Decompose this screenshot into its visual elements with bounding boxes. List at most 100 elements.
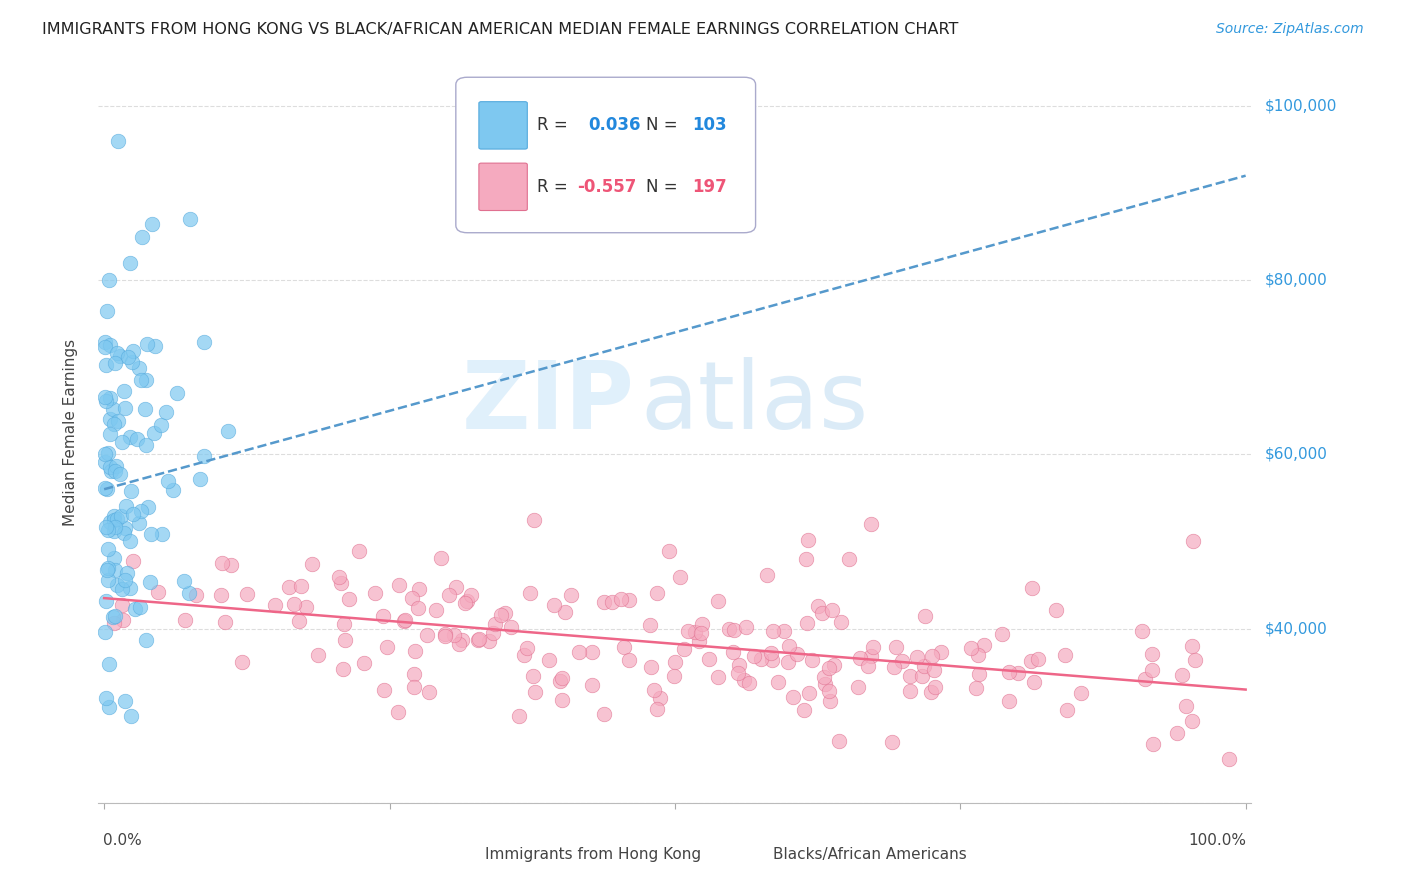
Point [501, 620, 523, 634]
Text: IMMIGRANTS FROM HONG KONG VS BLACK/AFRICAN AMERICAN MEDIAN FEMALE EARNINGS CORRE: IMMIGRANTS FROM HONG KONG VS BLACK/AFRIC… [42, 22, 959, 37]
Point [131, 373, 153, 387]
Point [898, 684, 921, 698]
Point [373, 683, 395, 698]
Point [104, 609, 127, 624]
Point [1070, 686, 1092, 700]
Text: $60,000: $60,000 [1265, 447, 1329, 462]
Point [101, 402, 124, 417]
Point [120, 256, 142, 270]
Point [111, 582, 134, 596]
Point [967, 667, 990, 681]
Point [107, 414, 129, 428]
Point [568, 644, 591, 658]
Point [645, 586, 668, 600]
Point [124, 602, 146, 616]
Point [672, 641, 695, 656]
Point [174, 613, 197, 627]
Point [120, 430, 142, 444]
Point [150, 526, 173, 541]
Point [408, 582, 430, 597]
Point [301, 558, 323, 572]
Point [173, 574, 195, 589]
Point [388, 578, 411, 592]
Point [813, 670, 835, 684]
Point [333, 632, 356, 647]
Point [522, 668, 544, 682]
Point [377, 640, 399, 654]
Point [735, 620, 758, 634]
Point [125, 432, 148, 446]
Point [97, 542, 120, 557]
Point [810, 606, 832, 620]
Point [121, 355, 143, 369]
Point [219, 558, 242, 572]
Point [307, 648, 329, 663]
Point [973, 638, 995, 652]
Point [112, 384, 135, 398]
Point [898, 669, 921, 683]
Point [166, 385, 188, 400]
Point [134, 401, 156, 416]
Point [104, 563, 127, 577]
Point [188, 471, 211, 485]
Point [103, 551, 125, 566]
Point [669, 569, 692, 583]
Point [131, 504, 153, 518]
Point [645, 701, 668, 715]
Point [446, 580, 468, 594]
Point [295, 600, 318, 615]
Point [762, 624, 785, 639]
Point [115, 499, 138, 513]
Point [690, 616, 713, 631]
Point [593, 595, 616, 609]
Point [94, 691, 117, 706]
Point [538, 652, 561, 666]
Point [122, 554, 145, 568]
Point [800, 653, 823, 667]
Point [97, 573, 120, 587]
Point [717, 622, 740, 636]
Point [103, 615, 125, 630]
Point [723, 623, 745, 637]
Point [778, 655, 800, 669]
Point [688, 634, 710, 648]
Point [329, 575, 352, 590]
Point [650, 691, 672, 706]
Text: $100,000: $100,000 [1265, 98, 1337, 113]
Point [1171, 668, 1194, 682]
Point [761, 653, 783, 667]
Point [862, 640, 884, 654]
Point [890, 655, 912, 669]
Point [97, 446, 120, 460]
Point [94, 340, 117, 354]
Point [1053, 648, 1076, 663]
Text: Blacks/African Americans: Blacks/African Americans [773, 847, 967, 863]
Point [404, 644, 426, 658]
Point [100, 459, 122, 474]
Point [283, 597, 305, 611]
Point [128, 361, 150, 376]
Point [807, 599, 830, 613]
Point [155, 405, 177, 419]
Point [98, 273, 121, 287]
Point [103, 509, 125, 524]
Point [115, 566, 138, 580]
Point [263, 598, 285, 612]
Text: Source: ZipAtlas.com: Source: ZipAtlas.com [1216, 22, 1364, 37]
Point [437, 588, 460, 602]
Point [749, 652, 772, 666]
Point [98, 412, 121, 426]
Point [94, 335, 117, 350]
Text: 197: 197 [692, 178, 727, 196]
Point [143, 426, 166, 441]
Point [94, 391, 117, 405]
Point [98, 337, 121, 351]
Point [456, 594, 478, 608]
Point [658, 544, 681, 558]
Point [965, 681, 987, 696]
Point [508, 709, 530, 723]
Point [581, 644, 603, 658]
Point [512, 648, 534, 662]
Point [107, 134, 129, 148]
Point [364, 585, 387, 599]
